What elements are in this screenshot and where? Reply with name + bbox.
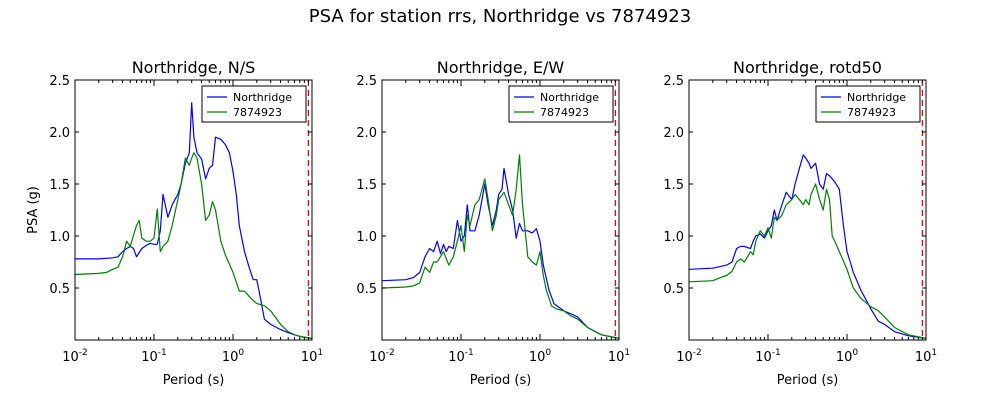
series-line-7874923 (75, 152, 312, 339)
axes-frame (381, 79, 620, 341)
series-line-7874923 (382, 154, 619, 339)
y-tick-label: 0.5 (49, 282, 70, 297)
legend: Northridge 7874923 (508, 85, 614, 123)
x-tick-label: 10-2 (369, 348, 395, 365)
x-tick-label: 10-2 (62, 348, 88, 365)
y-tick-label: 2.0 (49, 126, 70, 141)
series-line-northridge (689, 154, 926, 339)
legend-label: 7874923 (540, 106, 589, 119)
series-group (75, 102, 312, 339)
x-tick-label: 100 (529, 348, 552, 365)
y-tick-label: 1.5 (663, 178, 684, 193)
legend-label: Northridge (233, 91, 292, 104)
legend-label: Northridge (540, 91, 599, 104)
legend: Northridge 7874923 (815, 85, 921, 123)
y-tick-label: 1.5 (356, 178, 377, 193)
y-tick-label: 1.5 (49, 178, 70, 193)
x-axis-label: Period (s) (777, 373, 839, 388)
y-tick-label: 2.5 (663, 74, 684, 89)
legend-label: 7874923 (847, 106, 896, 119)
x-tick-label: 101 (608, 348, 630, 365)
y-tick-label: 1.0 (663, 230, 684, 245)
legend-label: 7874923 (233, 106, 282, 119)
x-tick-label: 10-1 (141, 348, 167, 365)
series-group (382, 154, 619, 339)
axes-title: Northridge, rotd50 (733, 58, 882, 77)
axes-title: Northridge, E/W (437, 58, 565, 77)
figure-title: PSA for station rrs, Northridge vs 78749… (308, 6, 692, 27)
axes-frame (74, 79, 313, 341)
series-line-7874923 (689, 183, 926, 339)
axes-title: Northridge, N/S (132, 58, 256, 77)
legend-label: Northridge (847, 91, 906, 104)
subplot-2: Northridge, E/W 0.5 1.0 1.5 2.0 2.5 10-2 10-1 10… (356, 58, 630, 388)
y-tick-label: 1.0 (356, 230, 377, 245)
axes-frame (688, 79, 927, 341)
subplot-1: Northridge, N/S 0.5 1.0 1.5 2.0 2.5 10-2 10-1 10… (26, 58, 323, 388)
legend-box (508, 85, 614, 123)
x-tick-label: 100 (836, 348, 859, 365)
x-axis-label: Period (s) (470, 373, 532, 388)
y-tick-label: 0.5 (663, 282, 684, 297)
y-tick-label: 0.5 (356, 282, 377, 297)
series-line-northridge (75, 102, 312, 339)
x-axis-label: Period (s) (163, 373, 225, 388)
legend-box (201, 85, 307, 123)
y-tick-label: 2.5 (49, 74, 70, 89)
y-tick-label: 2.5 (356, 74, 377, 89)
x-tick-label: 100 (222, 348, 245, 365)
y-tick-label: 2.0 (356, 126, 377, 141)
x-tick-label: 10-2 (676, 348, 702, 365)
subplot-3: Northridge, rotd50 0.5 1.0 1.5 2.0 2.5 10-2 10-… (663, 58, 937, 388)
legend-box (815, 85, 921, 123)
x-tick-label: 10-1 (448, 348, 474, 365)
x-tick-label: 10-1 (755, 348, 781, 365)
y-tick-label: 2.0 (663, 126, 684, 141)
series-line-northridge (382, 167, 619, 339)
legend: Northridge 7874923 (201, 85, 307, 123)
y-axis-label: PSA (g) (26, 186, 41, 234)
x-tick-label: 101 (915, 348, 937, 365)
series-group (689, 154, 926, 339)
y-tick-label: 1.0 (49, 230, 70, 245)
x-tick-label: 101 (301, 348, 323, 365)
